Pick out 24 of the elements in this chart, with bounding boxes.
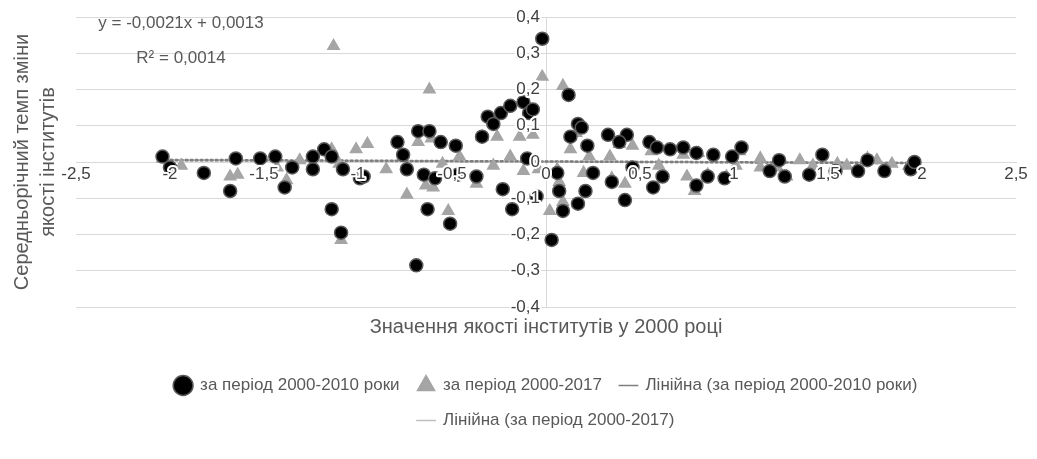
y-tick-label: 0,3 — [516, 42, 540, 62]
x-tick-label: 1,5 — [816, 164, 840, 184]
y-tick-label: 0,4 — [516, 6, 540, 26]
y-tick-label: 0,2 — [516, 79, 540, 99]
y-tick-label: 0,1 — [516, 115, 540, 135]
x-tick-label: -2,5 — [61, 164, 91, 184]
x-tick-label: -1,5 — [249, 164, 279, 184]
y-tick-label: -0,4 — [510, 296, 540, 316]
x-tick-label: 1 — [729, 164, 739, 184]
x-tick-label: 2 — [917, 164, 927, 184]
x-tick-label: 0,5 — [628, 164, 652, 184]
legend-label: за період 2000-2010 роки — [200, 375, 400, 395]
x-tick-label: -0,5 — [437, 164, 467, 184]
x-axis-title: Значення якості інститутів у 2000 році — [369, 314, 723, 337]
annotation: R² = 0,0014 — [136, 47, 226, 67]
annotation: y = -0,0021x + 0,0013 — [98, 12, 264, 32]
legend-label: за період 2000-2017 — [443, 375, 602, 395]
y-tick-label: -0,2 — [510, 224, 540, 244]
legend-label: Лінійна (за період 2000-2010 роки) — [645, 375, 918, 395]
legend-label: Лінійна (за період 2000-2017) — [443, 410, 675, 430]
y-axis-title: Середньорічний темп зміни якості інститутів — [9, 33, 58, 291]
x-tick-label: 2,5 — [1004, 164, 1028, 184]
y-tick-label: 0 — [530, 151, 540, 171]
y-tick-label: -0,3 — [510, 260, 540, 280]
